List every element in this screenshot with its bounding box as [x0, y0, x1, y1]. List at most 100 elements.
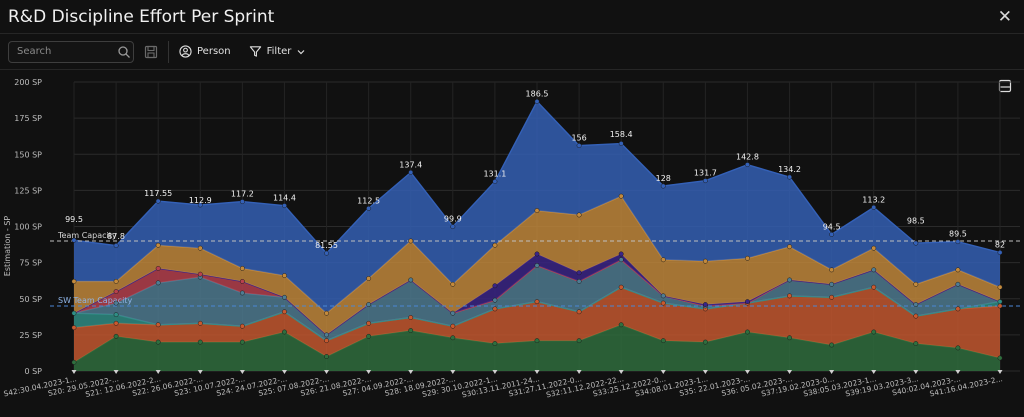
data-point[interactable]: [282, 273, 287, 279]
data-point[interactable]: [955, 306, 961, 312]
data-point[interactable]: [408, 277, 414, 283]
data-point[interactable]: [534, 208, 540, 214]
data-point[interactable]: [408, 315, 414, 320]
data-point[interactable]: [450, 310, 456, 316]
data-point[interactable]: [366, 320, 372, 326]
data-point[interactable]: [113, 320, 119, 326]
data-point[interactable]: [618, 141, 624, 147]
data-point[interactable]: [829, 267, 835, 273]
data-point[interactable]: [955, 345, 961, 351]
data-point[interactable]: [71, 278, 77, 284]
data-point[interactable]: [366, 302, 372, 307]
data-point[interactable]: [913, 341, 919, 346]
data-point[interactable]: [71, 310, 77, 316]
data-point[interactable]: [660, 183, 666, 189]
data-point[interactable]: [239, 339, 245, 345]
data-point[interactable]: [702, 339, 708, 345]
data-point[interactable]: [829, 231, 835, 237]
data-point[interactable]: [282, 329, 287, 335]
data-point[interactable]: [197, 271, 203, 277]
search-input[interactable]: [9, 45, 117, 58]
search-icon[interactable]: [117, 45, 131, 59]
data-point[interactable]: [113, 278, 119, 284]
data-point[interactable]: [492, 179, 498, 185]
search-box[interactable]: [8, 40, 134, 63]
data-point[interactable]: [660, 338, 666, 344]
data-point[interactable]: [113, 243, 119, 249]
data-point[interactable]: [787, 293, 792, 299]
data-point[interactable]: [534, 251, 540, 257]
data-point[interactable]: [492, 341, 498, 346]
data-point[interactable]: [745, 255, 750, 261]
data-point[interactable]: [787, 277, 792, 283]
data-point[interactable]: [702, 178, 708, 184]
data-point[interactable]: [576, 270, 582, 276]
data-point[interactable]: [282, 203, 287, 209]
data-point[interactable]: [408, 170, 414, 175]
data-point[interactable]: [576, 338, 582, 344]
data-point[interactable]: [324, 354, 329, 359]
data-point[interactable]: [745, 162, 750, 168]
data-point[interactable]: [576, 309, 582, 315]
data-point[interactable]: [366, 205, 372, 211]
data-point[interactable]: [239, 199, 245, 205]
data-point[interactable]: [702, 302, 708, 307]
data-point[interactable]: [239, 278, 245, 284]
data-point[interactable]: [829, 294, 835, 300]
data-point[interactable]: [913, 313, 919, 319]
data-point[interactable]: [955, 239, 961, 245]
data-point[interactable]: [660, 293, 666, 299]
data-point[interactable]: [113, 300, 119, 306]
data-point[interactable]: [492, 283, 498, 289]
data-point[interactable]: [913, 302, 919, 307]
close-icon[interactable]: ✕: [997, 6, 1012, 27]
data-point[interactable]: [787, 174, 792, 180]
data-point[interactable]: [492, 242, 498, 248]
data-point[interactable]: [871, 245, 877, 251]
data-point[interactable]: [871, 267, 877, 273]
data-point[interactable]: [113, 312, 119, 318]
data-point[interactable]: [618, 193, 624, 199]
data-point[interactable]: [155, 265, 161, 271]
data-point[interactable]: [197, 339, 203, 345]
data-point[interactable]: [997, 299, 1003, 305]
data-point[interactable]: [871, 329, 877, 335]
data-point[interactable]: [787, 335, 792, 341]
data-point[interactable]: [197, 245, 203, 251]
data-point[interactable]: [450, 281, 456, 287]
data-point[interactable]: [239, 323, 245, 329]
data-point[interactable]: [239, 290, 245, 296]
data-point[interactable]: [155, 280, 161, 286]
data-point[interactable]: [534, 299, 540, 305]
data-point[interactable]: [576, 278, 582, 284]
data-point[interactable]: [324, 250, 329, 256]
data-point[interactable]: [534, 338, 540, 344]
data-point[interactable]: [576, 143, 582, 149]
data-point[interactable]: [871, 204, 877, 210]
data-point[interactable]: [660, 257, 666, 263]
person-button[interactable]: Person: [179, 45, 231, 58]
data-point[interactable]: [324, 338, 329, 344]
data-point[interactable]: [324, 332, 329, 338]
data-point[interactable]: [71, 359, 77, 365]
data-point[interactable]: [829, 342, 835, 348]
data-point[interactable]: [745, 299, 750, 305]
data-point[interactable]: [702, 258, 708, 264]
data-point[interactable]: [197, 320, 203, 326]
data-point[interactable]: [660, 300, 666, 306]
data-point[interactable]: [618, 284, 624, 290]
data-point[interactable]: [955, 281, 961, 287]
data-point[interactable]: [576, 212, 582, 218]
data-point[interactable]: [997, 250, 1003, 255]
data-point[interactable]: [155, 242, 161, 248]
data-point[interactable]: [450, 335, 456, 341]
data-point[interactable]: [913, 240, 919, 246]
data-point[interactable]: [955, 267, 961, 273]
data-point[interactable]: [997, 284, 1003, 290]
data-point[interactable]: [408, 238, 414, 244]
data-point[interactable]: [155, 322, 161, 328]
data-point[interactable]: [71, 325, 77, 331]
data-point[interactable]: [618, 322, 624, 328]
data-point[interactable]: [871, 284, 877, 290]
data-point[interactable]: [534, 99, 540, 104]
